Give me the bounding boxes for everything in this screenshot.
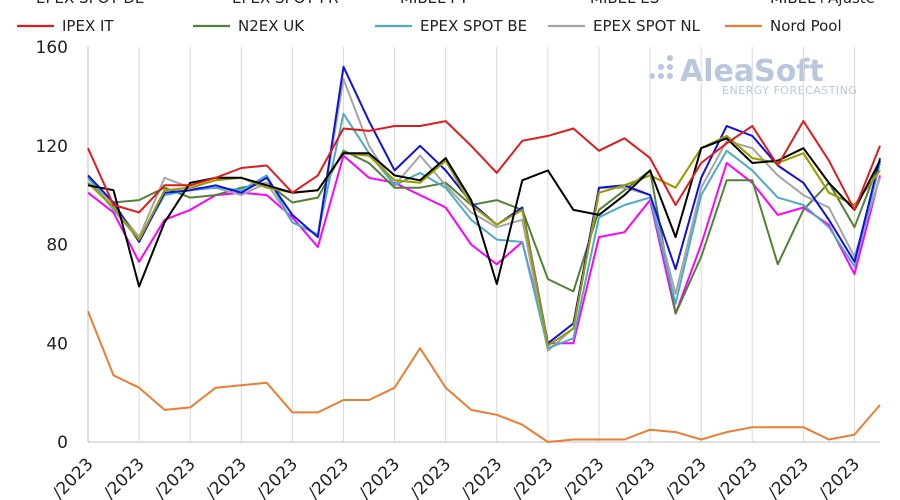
legend-label: MIBEL PT xyxy=(400,0,469,7)
legend-label: Nord Pool xyxy=(770,17,842,35)
y-tick-label: 40 xyxy=(46,334,68,354)
x-tick-label: /2023 xyxy=(560,454,609,500)
x-axis-ticks: /2023/2023/2023/2023/2023/2023/2023/2023… xyxy=(49,454,864,500)
legend-item: EPEX SPOT BE xyxy=(375,17,527,35)
y-tick-label: 160 xyxy=(36,38,68,58)
x-tick-label: /2023 xyxy=(202,454,251,500)
legend-row-clipped: EPEX SPOT DE EPEX SPOT FR MIBEL PT MIBEL ES… xyxy=(36,0,875,7)
x-tick-label: /2023 xyxy=(355,454,404,500)
series-line-mibel-es xyxy=(87,134,881,347)
x-tick-label: /2023 xyxy=(406,454,455,500)
legend-row: IPEX IT N2EX UK EPEX SPOT BE EPEX SPOT NL No… xyxy=(17,17,842,35)
y-tick-label: 0 xyxy=(57,433,68,453)
x-tick-label: /2023 xyxy=(611,454,660,500)
x-tick-label: /2023 xyxy=(49,454,98,500)
legend-label: EPEX SPOT DE xyxy=(36,0,144,7)
legend-label: MIBEL ES xyxy=(590,0,659,7)
x-tick-label: /2023 xyxy=(815,454,864,500)
logo-dots-icon xyxy=(649,55,673,79)
logo-tagline: ENERGY FORECASTING xyxy=(722,84,857,97)
series-line-epex-spot-de xyxy=(87,65,881,345)
series-line-mibel-ajuste xyxy=(87,137,881,288)
x-tick-label: /2023 xyxy=(713,454,762,500)
legend-item: N2EX UK xyxy=(193,17,305,35)
legend-label: EPEX SPOT NL xyxy=(593,17,701,35)
y-tick-label: 120 xyxy=(36,137,68,157)
x-tick-label: /2023 xyxy=(764,454,813,500)
x-tick-label: /2023 xyxy=(509,454,558,500)
legend-label: N2EX UK xyxy=(238,17,305,35)
legend-item: MIBEL PT xyxy=(400,0,469,7)
x-tick-label: /2023 xyxy=(253,454,302,500)
series-line-ipex-it xyxy=(87,120,881,214)
series-line-n2ex-uk xyxy=(87,149,881,315)
x-tick-label: /2023 xyxy=(100,454,149,500)
x-tick-label: /2023 xyxy=(151,454,200,500)
plot-axes xyxy=(87,47,880,443)
legend-label: EPEX SPOT FR xyxy=(232,0,338,7)
legend-label: EPEX SPOT BE xyxy=(420,17,527,35)
legend-item: EPEX SPOT FR xyxy=(232,0,338,7)
y-axis-ticks: 0 40 80 120 160 xyxy=(36,38,68,453)
y-tick-label: 80 xyxy=(46,236,68,256)
legend-label: IPEX IT xyxy=(62,17,114,35)
legend-item: Nord Pool xyxy=(725,17,842,35)
x-tick-label: /2023 xyxy=(458,454,507,500)
legend-item: MIBEL+Ajuste xyxy=(770,0,875,7)
legend-item: IPEX IT xyxy=(17,17,114,35)
legend-label: MIBEL+Ajuste xyxy=(770,0,875,7)
aleasoft-logo: AleaSoft ENERGY FORECASTING xyxy=(649,54,857,97)
series-lines xyxy=(87,65,881,443)
series-line-nord-pool xyxy=(87,310,881,443)
legend-item: MIBEL ES xyxy=(590,0,659,7)
x-tick-label: /2023 xyxy=(304,454,353,500)
legend-item: EPEX SPOT DE xyxy=(36,0,144,7)
series-line-epex-spot-be xyxy=(87,112,881,350)
legend-item: EPEX SPOT NL xyxy=(548,17,701,35)
x-tick-label: /2023 xyxy=(662,454,711,500)
